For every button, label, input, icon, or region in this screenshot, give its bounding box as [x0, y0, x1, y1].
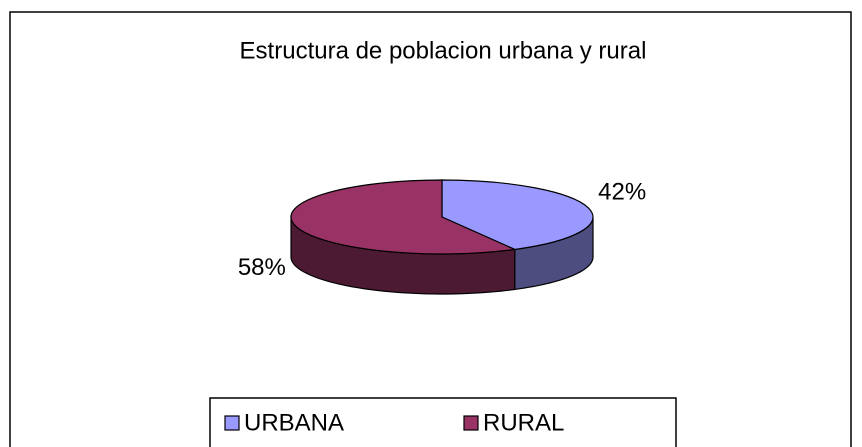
data-label: 42%: [598, 179, 646, 206]
legend-box: [209, 397, 677, 447]
legend-label: RURAL: [483, 409, 564, 436]
chart-title: Estructura de poblacion urbana y rural: [240, 37, 647, 64]
legend-label: URBANA: [244, 409, 344, 436]
legend-swatch: [463, 415, 479, 431]
data-label: 58%: [238, 254, 286, 281]
pie-slice: [290, 179, 517, 255]
pie-slice: [441, 179, 594, 251]
legend-swatch: [224, 415, 240, 431]
